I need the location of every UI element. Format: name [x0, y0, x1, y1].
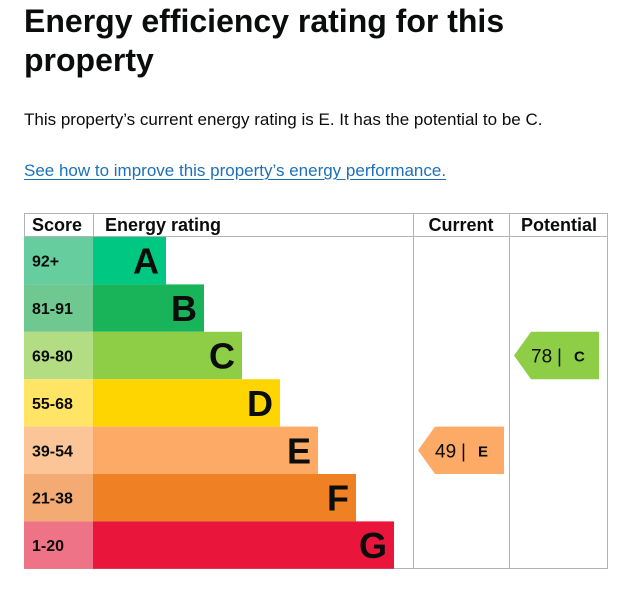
score-label-c: 69-80: [32, 349, 73, 366]
band-e: 39-54 E: [24, 426, 318, 474]
score-cell-e: [24, 426, 93, 474]
rating-bar-f: [93, 474, 356, 522]
score-label-a: 92+: [32, 254, 59, 271]
rating-bands: 92+ A 81-91 B 69-80 C 55-68 D 39-54 E 21-38 F 1-20 G: [24, 237, 394, 569]
current-indicator-arrow: [418, 426, 504, 474]
rating-bar-g: [93, 521, 394, 569]
score-cell-g: [24, 521, 93, 569]
band-f: 21-38 F: [24, 474, 356, 522]
rating-indicators: 49 | E78 | C: [418, 331, 599, 474]
score-cell-a: [24, 237, 93, 285]
rating-letter-g: G: [359, 525, 387, 566]
energy-rating-chart: Score Energy rating Current Potential 92…: [24, 213, 608, 569]
rating-letter-f: F: [327, 478, 349, 519]
energy-rating-graph: Score Energy rating Current Potential 92…: [24, 213, 608, 569]
rating-summary: This property’s current energy rating is…: [24, 110, 543, 129]
score-cell-b: [24, 284, 93, 332]
rating-letter-e: E: [287, 430, 311, 471]
score-cell-d: [24, 379, 93, 427]
score-cell-c: [24, 331, 93, 380]
rating-letter-d: D: [247, 383, 273, 424]
rating-bar-e: [93, 426, 318, 474]
current-separator: |: [461, 441, 466, 462]
rating-bar-c: [93, 331, 242, 380]
current-rating-letter: E: [478, 443, 488, 460]
rating-bar-d: [93, 379, 280, 427]
rating-letter-a: A: [133, 241, 159, 282]
energy-rating-column-header: Energy rating: [105, 215, 221, 235]
current-column-header: Current: [428, 215, 493, 235]
potential-rating-indicator: 78 | C: [514, 331, 599, 380]
score-column-header: Score: [32, 215, 82, 235]
page-title: Energy efficiency rating for this proper…: [24, 3, 505, 78]
rating-letter-b: B: [171, 288, 197, 329]
rating-bar-b: [93, 284, 204, 332]
chart-header: Score Energy rating Current Potential: [32, 215, 597, 235]
score-label-b: 81-91: [32, 301, 73, 318]
band-b: 81-91 B: [24, 284, 204, 332]
band-d: 55-68 D: [24, 379, 280, 427]
score-label-f: 21-38: [32, 491, 73, 508]
score-label-d: 55-68: [32, 396, 73, 413]
improve-performance-link[interactable]: See how to improve this property’s energ…: [24, 161, 447, 180]
band-c: 69-80 C: [24, 331, 242, 380]
score-label-g: 1-20: [32, 538, 64, 555]
band-g: 1-20 G: [24, 521, 394, 569]
rating-bar-a: [93, 237, 166, 285]
potential-separator: |: [557, 347, 562, 368]
score-cell-f: [24, 474, 93, 522]
score-label-e: 39-54: [32, 443, 73, 460]
potential-indicator-arrow: [514, 331, 599, 380]
band-a: 92+ A: [24, 237, 166, 285]
current-rating-indicator: 49 | E: [418, 426, 504, 474]
rating-letter-c: C: [209, 336, 235, 377]
potential-column-header: Potential: [521, 215, 597, 235]
potential-score-value: 78: [531, 347, 552, 368]
potential-rating-letter: C: [574, 349, 585, 366]
current-score-value: 49: [435, 441, 456, 462]
